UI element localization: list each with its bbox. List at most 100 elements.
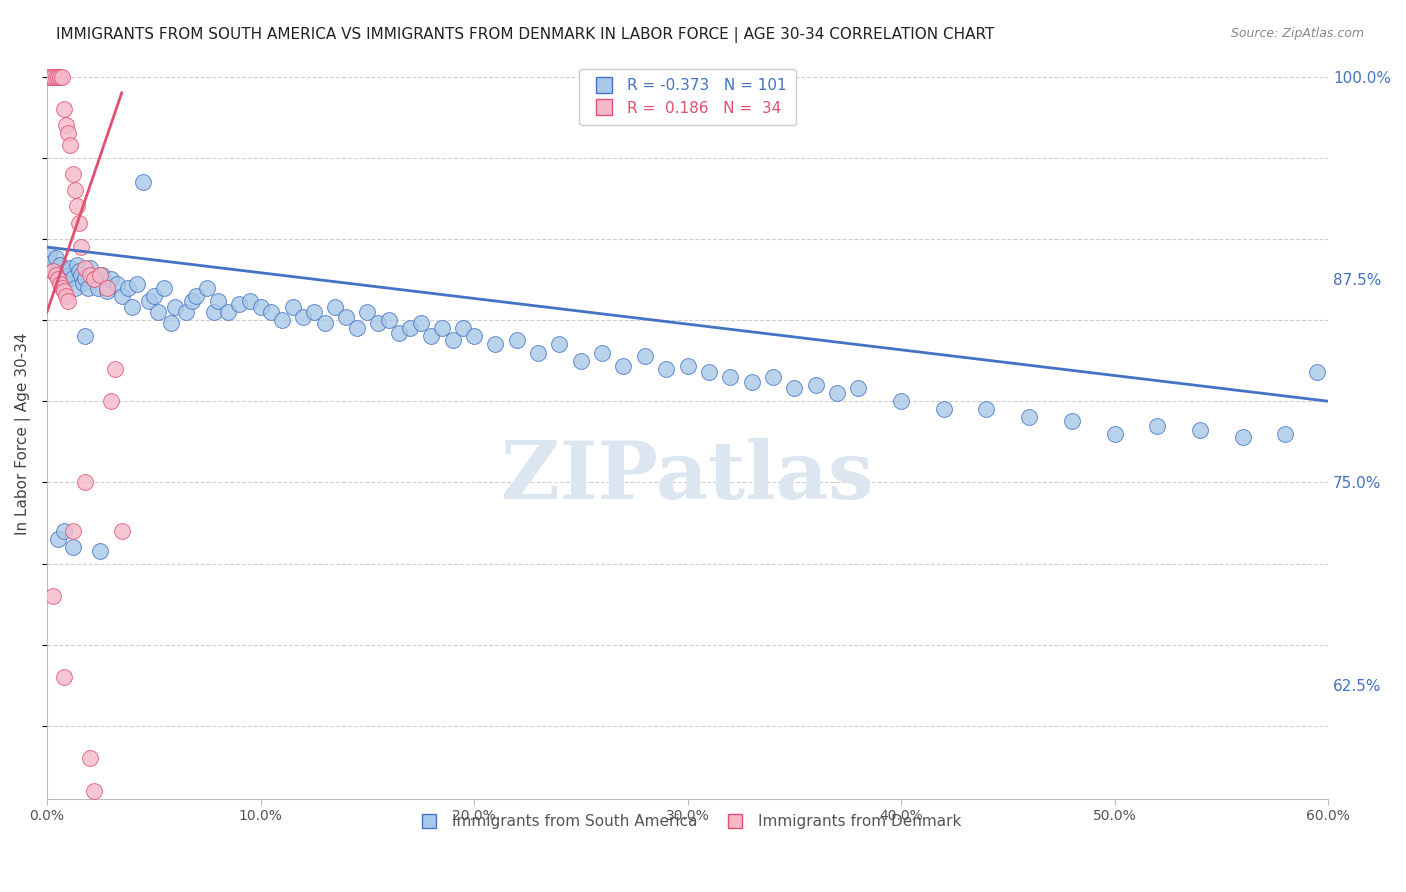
Point (100, 272, 122, 286)
Point (292, 310, 315, 324)
Point (83, 272, 105, 286)
Point (932, 402, 955, 417)
Point (79, 261, 101, 276)
Point (63, 183, 86, 197)
Point (153, 280, 176, 294)
Point (302, 305, 325, 319)
Point (409, 316, 432, 330)
Point (66, 199, 89, 213)
Point (195, 280, 218, 294)
Point (132, 175, 155, 189)
Point (142, 289, 165, 303)
Point (58, 127, 80, 141)
Point (463, 329, 485, 343)
Point (55, 118, 77, 132)
Point (62, 541, 84, 555)
Point (91, 268, 114, 282)
Text: ZIPatlas: ZIPatlas (502, 439, 873, 516)
Point (1146, 418, 1168, 433)
Point (718, 370, 741, 384)
Point (186, 289, 208, 303)
Point (89, 543, 111, 558)
Point (53, 524, 76, 538)
Point (207, 293, 229, 308)
Point (453, 321, 475, 335)
Point (281, 300, 304, 314)
Point (323, 300, 346, 314)
Point (55, 264, 77, 278)
Point (66, 258, 89, 272)
Point (762, 370, 785, 384)
Point (121, 300, 143, 314)
Point (1018, 410, 1040, 425)
Point (58, 293, 80, 308)
Point (548, 337, 571, 351)
Point (51, 280, 73, 294)
Point (75, 475, 97, 490)
Point (75, 329, 97, 343)
Point (117, 280, 139, 294)
Point (49, 258, 72, 272)
Point (249, 300, 271, 314)
Point (59, 261, 82, 276)
Point (804, 378, 827, 392)
Point (159, 316, 181, 330)
Point (1274, 426, 1296, 441)
Point (335, 310, 357, 324)
Point (1232, 430, 1254, 444)
Point (46, 272, 69, 286)
Point (314, 316, 336, 330)
Point (377, 313, 399, 327)
Point (202, 305, 225, 319)
Point (38, 248, 60, 262)
Point (848, 381, 870, 395)
Point (96, 284, 118, 298)
Point (125, 277, 148, 292)
Point (228, 297, 250, 311)
Point (697, 365, 720, 379)
Point (430, 321, 453, 335)
Point (96, 280, 118, 294)
Point (46, 268, 69, 282)
Point (111, 524, 134, 538)
Point (63, 280, 86, 294)
Point (676, 359, 699, 373)
Point (76, 280, 98, 294)
Point (46, 70, 69, 84)
Point (591, 345, 613, 359)
Point (890, 394, 912, 409)
Point (138, 293, 160, 308)
Point (399, 321, 422, 335)
Point (75, 271, 97, 285)
Point (506, 333, 529, 347)
Point (420, 329, 443, 343)
Text: Source: ZipAtlas.com: Source: ZipAtlas.com (1230, 27, 1364, 40)
Point (70, 240, 93, 254)
Point (49, 70, 72, 84)
Point (67, 216, 90, 230)
Y-axis label: In Labor Force | Age 30-34: In Labor Force | Age 30-34 (15, 333, 31, 535)
Point (42, 70, 65, 84)
Point (46, 532, 69, 546)
Point (83, 272, 105, 286)
Point (569, 353, 592, 368)
Point (527, 345, 550, 359)
Point (42, 264, 65, 278)
Point (165, 300, 187, 314)
Point (741, 375, 763, 389)
Point (39, 70, 62, 84)
Point (634, 349, 657, 363)
Point (1189, 424, 1212, 438)
Point (79, 751, 101, 765)
Point (612, 359, 634, 373)
Point (270, 313, 292, 327)
Point (356, 305, 378, 319)
Point (79, 268, 101, 282)
Point (53, 102, 76, 116)
Point (55, 289, 77, 303)
Point (825, 386, 848, 401)
Point (62, 167, 84, 181)
Legend: Immigrants from South America, Immigrants from Denmark: Immigrants from South America, Immigrant… (408, 808, 967, 835)
Point (53, 277, 76, 292)
Point (53, 284, 76, 298)
